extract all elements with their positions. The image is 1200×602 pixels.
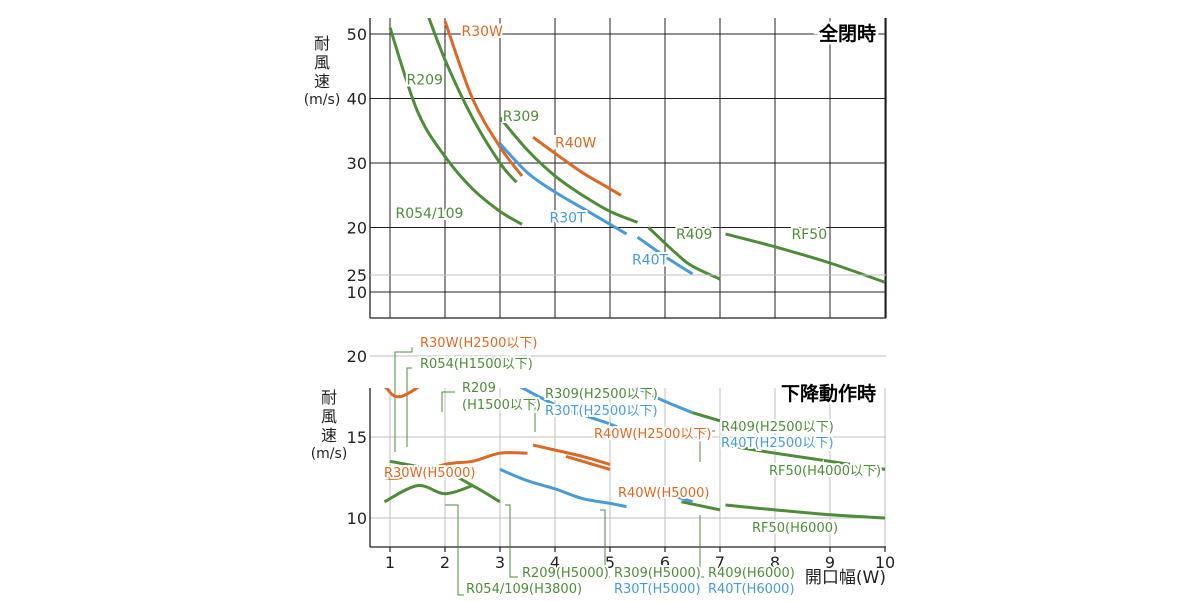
bottom-xtick-label-7: 7 (715, 553, 725, 572)
top-series-label-1: R209 (407, 72, 443, 88)
top-series-line-2 (443, 20, 524, 177)
bottom-series-line-13 (383, 484, 473, 504)
top-series-line-5 (498, 142, 628, 236)
bottom-series-label-16: R409(H6000) (708, 566, 795, 581)
bottom-series-line-1 (385, 294, 512, 364)
bottom-xtick-label-8: 8 (770, 553, 780, 572)
bottom-series-label-18: R054/109(H3800) (466, 582, 582, 597)
bottom-series-label-12: RF50(H6000) (752, 521, 838, 536)
top-ylabel: 耐 風 速 (m/s) (302, 34, 342, 110)
bottom-leader-line-5 (445, 504, 464, 596)
top-series-line-3 (498, 116, 639, 224)
bottom-xtick-label-9: 9 (825, 553, 835, 572)
bottom-series-label-13: R209(H5000) (522, 566, 609, 581)
bottom-xtick-label-10: 10 (875, 553, 895, 572)
top-ylabel-unit: (m/s) (303, 92, 341, 108)
bottom-xtick-label-3: 3 (495, 553, 505, 572)
bottom-series-label-6: R40W(H2500以下) (594, 427, 711, 442)
top-series-line-6 (636, 235, 694, 276)
bottom-leader-line-7 (600, 509, 610, 578)
top-ylabel-char-3: 速 (313, 72, 330, 91)
bottom-series-line-4 (519, 388, 628, 434)
bottom-xtick-label-1: 1 (385, 553, 395, 572)
bottom-series-label-2: R209 (462, 381, 496, 396)
top-series-group (388, 18, 886, 284)
bottom-series-line-12 (499, 468, 627, 509)
top-series-label-3: R309 (503, 109, 539, 125)
top-series-line-8 (725, 232, 886, 284)
bottom-series-label-15: R30T(H5000) (614, 582, 701, 597)
bottom-series-label-14: R309(H5000) (614, 566, 701, 581)
bottom-ylabel: 耐 風 速 (m/s) (309, 388, 349, 464)
bottom-ytick-label-15: 15 (347, 428, 367, 447)
top-chart: 50 40 30 20 10 全閉時 R054/109 R209 R30W R309 R40W R30… (347, 18, 887, 319)
bottom-series-line-17 (725, 503, 886, 520)
bottom-leader-line-8 (699, 515, 704, 578)
bottom-xtick-label-5: 5 (605, 553, 615, 572)
bottom-series-line-9 (384, 451, 528, 480)
bottom-series-label-8: R40T(H2500以下) (721, 436, 834, 451)
top-series-label-8: RF50 (792, 227, 828, 243)
top-ytick-label-10: 10 (347, 283, 367, 302)
bottom-badge: 下降動作時 (781, 382, 876, 405)
bottom-ylabel-unit: (m/s) (310, 446, 348, 462)
bottom-series-line-8 (725, 443, 886, 471)
bottom-series-line-14 (389, 459, 501, 504)
top-ylabel-char-1: 耐 (313, 34, 330, 53)
bottom-ylabel-char-2: 風 (320, 407, 337, 426)
top-series-label-2: R30W (462, 24, 504, 40)
bottom-leader-line-1 (406, 367, 412, 447)
top-series-label-7: R409 (676, 227, 712, 243)
bottom-series-group (383, 294, 886, 520)
bottom-series-line-6 (692, 411, 721, 423)
bottom-leader-line-0 (394, 347, 413, 452)
top-series-label-5: R30T (550, 210, 587, 226)
top-series-line-0 (388, 27, 523, 226)
bottom-series-label-10: R30W(H5000) (384, 466, 475, 481)
top-ytick-label-40: 40 (347, 90, 367, 109)
top-series-label-4: R40W (555, 136, 597, 152)
bottom-ytick-label-10: 10 (347, 509, 367, 528)
bottom-leader-line-6 (505, 504, 518, 578)
bottom-series-line-16 (637, 487, 693, 504)
bottom-series-label-1: R054(H1500以下) (420, 357, 533, 372)
bottom-series-label-5: R30T(H2500以下) (545, 404, 658, 419)
bottom-xtick-label-2: 2 (440, 553, 450, 572)
top-series-label-6: R40T (632, 252, 669, 268)
top-series-label-0: R054/109 (396, 206, 464, 222)
bottom-series-line-11 (565, 454, 611, 471)
bottom-series-line-10 (532, 443, 611, 466)
bottom-series-label-0: R30W(H2500以下) (420, 336, 537, 351)
bottom-xlabel: 開口幅(W) (805, 568, 886, 588)
bottom-leader-line-2 (441, 391, 455, 412)
bottom-xtick-label-6: 6 (660, 553, 670, 572)
bottom-ylabel-char-1: 耐 (320, 388, 337, 407)
bottom-ytick-label-20: 20 (347, 347, 367, 366)
bottom-series-line-7 (636, 388, 694, 415)
top-ytick-label-30: 30 (347, 154, 367, 173)
bottom-series-label-4: R309(H2500以下) (545, 387, 658, 402)
top-ytick-label-50: 50 (347, 25, 367, 44)
bottom-series-label-9: RF50(H4000以下) (769, 464, 881, 479)
top-ylabel-char-2: 風 (313, 53, 330, 72)
bottom-series-label-7: R409(H2500以下) (721, 420, 834, 435)
bottom-xtick-label-4: 4 (550, 553, 560, 572)
top-series-line-7 (647, 226, 721, 281)
top-ytick-label-20: 20 (347, 219, 367, 238)
bottom-series-line-2 (384, 388, 420, 399)
top-series-line-4 (532, 135, 622, 197)
bottom-series-label-11: R40W(H5000) (618, 486, 709, 501)
top-badge: 全閉時 (818, 22, 876, 45)
bottom-ylabel-char-3: 速 (320, 426, 337, 445)
bottom-ytick-label-25: 25 (347, 266, 367, 285)
bottom-series-label-17: R40T(H6000) (708, 582, 795, 597)
bottom-series-line-15 (681, 500, 721, 512)
top-series-line-1 (427, 18, 518, 184)
bottom-series-label-3: (H1500以下) (462, 398, 541, 413)
bottom-leader-line-4 (699, 430, 715, 462)
